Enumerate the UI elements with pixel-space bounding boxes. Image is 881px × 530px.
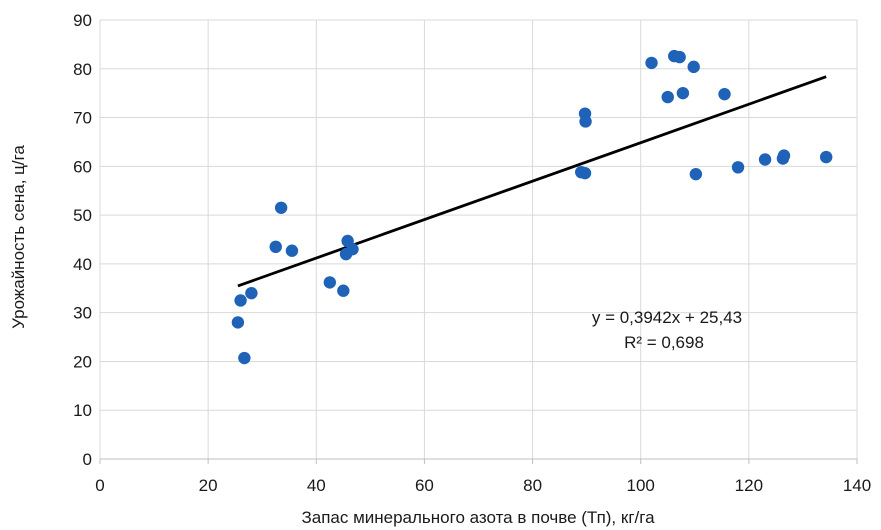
y-tick-label: 40 xyxy=(73,255,92,274)
x-axis-title: Запас минерального азота в почве (Тп), к… xyxy=(301,508,655,527)
y-tick-label: 90 xyxy=(73,11,92,30)
grid xyxy=(100,19,858,459)
data-point xyxy=(676,86,690,100)
y-tick-label: 70 xyxy=(73,109,92,128)
data-points xyxy=(231,49,833,365)
y-tick-label: 0 xyxy=(83,450,92,469)
data-point xyxy=(689,167,703,181)
data-point xyxy=(731,161,745,174)
y-tick-label: 50 xyxy=(73,206,92,225)
data-point xyxy=(269,240,282,254)
data-point xyxy=(687,60,700,74)
data-point xyxy=(819,150,833,164)
x-tick-label: 120 xyxy=(735,476,763,495)
data-point xyxy=(777,149,791,162)
y-tick-label: 60 xyxy=(73,157,92,176)
x-tick-label: 60 xyxy=(415,476,434,495)
data-point xyxy=(274,201,288,214)
y-tick-label: 80 xyxy=(73,60,92,79)
y-tick-labels: 0 10 20 30 40 50 60 70 80 90 xyxy=(73,11,92,469)
x-tick-labels: 0 20 40 60 80 100 120 140 xyxy=(95,476,871,495)
axes xyxy=(99,20,858,464)
x-tick-label: 140 xyxy=(843,476,871,495)
data-point xyxy=(718,87,731,101)
data-point xyxy=(245,286,258,300)
x-tick-label: 20 xyxy=(199,476,218,495)
data-point xyxy=(661,90,674,104)
x-tick-label: 0 xyxy=(95,476,104,495)
data-point xyxy=(579,115,592,128)
y-tick-label: 10 xyxy=(73,401,92,420)
trendline xyxy=(237,75,827,288)
r-squared-label: R² = 0,698 xyxy=(624,333,704,352)
trendline-group xyxy=(237,75,827,288)
data-point xyxy=(758,153,772,166)
trendline-equation: y = 0,3942x + 25,43 xyxy=(592,308,742,327)
x-tick-label: 100 xyxy=(627,476,655,495)
data-point xyxy=(578,166,592,180)
y-tick-label: 30 xyxy=(73,304,92,323)
data-point xyxy=(673,50,686,64)
y-axis-title: Урожайность сена, ц/га xyxy=(9,145,28,329)
data-point xyxy=(285,244,299,257)
x-tick-label: 40 xyxy=(307,476,326,495)
x-tick-label: 80 xyxy=(523,476,542,495)
y-tick-label: 20 xyxy=(73,352,92,371)
data-point xyxy=(231,316,245,329)
data-point xyxy=(238,351,251,365)
data-point xyxy=(323,276,337,289)
data-point xyxy=(234,294,247,307)
data-point xyxy=(337,284,350,297)
data-point xyxy=(645,56,658,70)
data-point xyxy=(346,243,359,256)
